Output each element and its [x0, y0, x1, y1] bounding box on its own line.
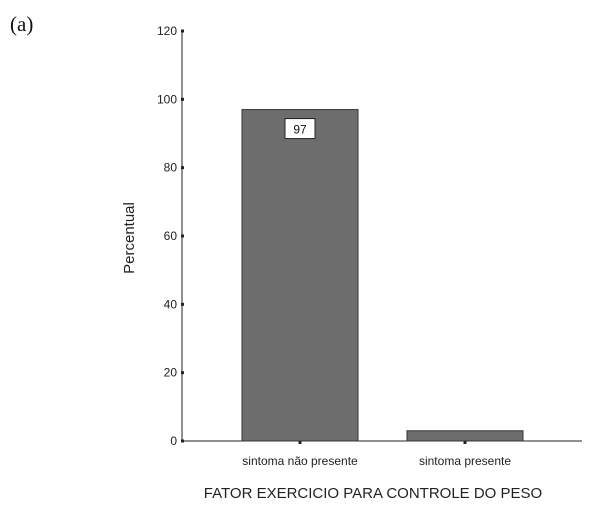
y-tick-label: 80	[164, 161, 178, 175]
bars: 97	[241, 109, 524, 442]
x-tick-label: sintoma presente	[419, 454, 511, 468]
x-tick-mark	[463, 441, 467, 444]
bar	[406, 430, 524, 442]
y-tick-mark	[181, 302, 184, 306]
x-axis-title: FATOR EXERCICIO PARA CONTROLE DO PESO	[204, 485, 542, 502]
x-axis: sintoma não presente sintoma presente	[182, 440, 582, 468]
y-tick-mark	[181, 29, 184, 33]
y-tick-label: 40	[164, 297, 178, 311]
x-tick-mark	[298, 441, 302, 444]
y-tick-mark	[181, 371, 184, 375]
y-tick-label: 0	[170, 434, 177, 448]
data-label: 97	[293, 123, 307, 137]
y-axis-title: Percentual	[121, 202, 138, 274]
y-tick-label: 60	[164, 229, 178, 243]
x-tick-label: sintoma não presente	[242, 454, 358, 468]
y-axis: 0 20 40 60 80 100 120	[157, 24, 184, 448]
panel-label: (a)	[10, 12, 34, 36]
y-tick-mark	[181, 234, 184, 238]
y-tick-mark	[181, 97, 184, 101]
bar	[241, 109, 359, 442]
data-label-box	[284, 118, 316, 140]
y-tick-mark	[181, 166, 184, 170]
y-tick-label: 100	[157, 92, 177, 106]
y-tick-label: 20	[164, 366, 178, 380]
y-tick-label: 120	[157, 24, 177, 38]
